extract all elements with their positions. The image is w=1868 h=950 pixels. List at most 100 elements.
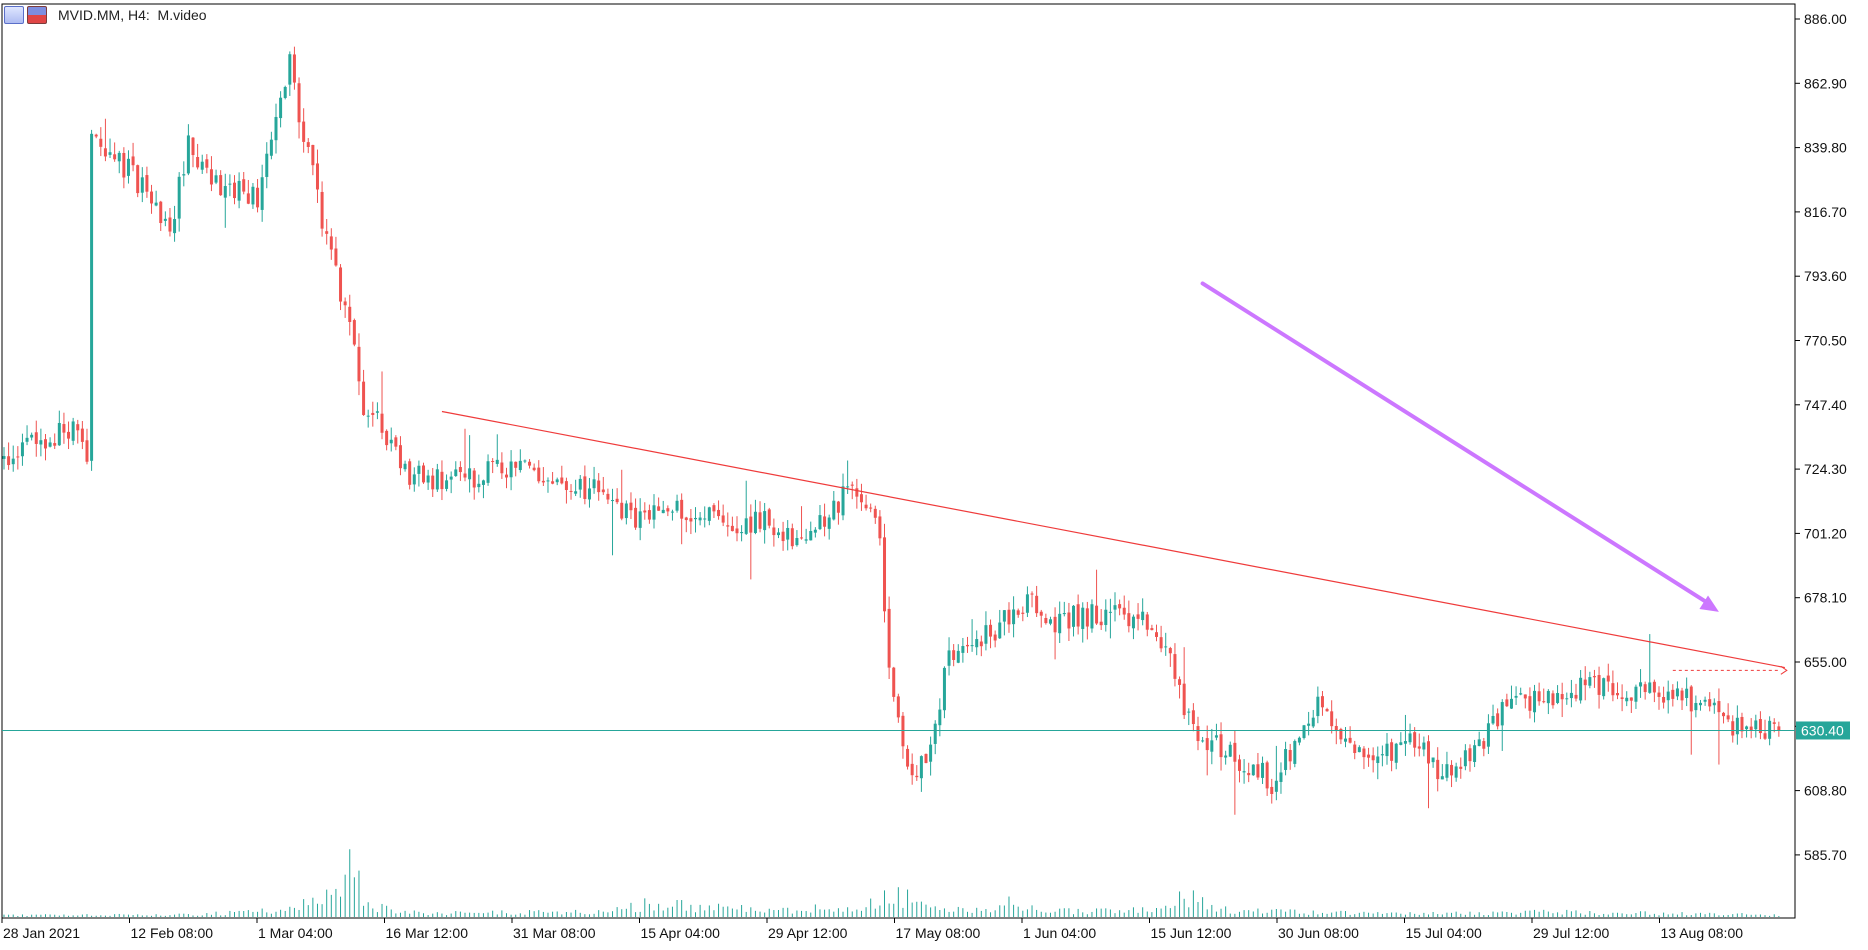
candle	[1155, 624, 1158, 642]
candle	[362, 369, 366, 416]
candle	[712, 503, 716, 519]
candle	[325, 219, 329, 245]
candle	[398, 436, 402, 476]
candle-body	[348, 306, 352, 322]
candle-body	[532, 467, 536, 471]
candle	[873, 505, 877, 524]
candle-body	[1256, 764, 1260, 778]
candle	[1095, 569, 1099, 625]
candle-body	[528, 461, 532, 466]
candle-body	[929, 744, 933, 762]
chart-window-icon[interactable]	[4, 6, 24, 24]
candle	[1021, 606, 1025, 622]
candle-body	[1717, 701, 1721, 713]
candle	[186, 124, 190, 176]
candle-body	[1210, 740, 1214, 752]
candle-body	[1214, 735, 1218, 738]
candle-body	[666, 508, 670, 512]
candle-body	[670, 511, 674, 513]
candle	[1164, 632, 1168, 656]
candle-body	[57, 422, 61, 446]
candle	[1233, 730, 1237, 815]
candle-body	[1685, 688, 1689, 698]
candle-body	[864, 504, 868, 509]
candle-body	[712, 505, 716, 512]
candle	[1145, 611, 1149, 637]
candle	[1348, 726, 1352, 744]
candle-body	[1745, 726, 1749, 730]
candle	[288, 51, 292, 96]
candle	[468, 435, 472, 493]
candle-body	[1450, 764, 1454, 776]
candle	[228, 174, 232, 197]
candle-body	[813, 529, 817, 533]
candle-body	[583, 476, 587, 499]
candle	[1431, 757, 1435, 768]
candle-body	[1763, 733, 1767, 739]
candle-body	[209, 169, 213, 185]
candle	[919, 755, 923, 792]
candle-body	[1408, 733, 1412, 743]
candle	[689, 509, 693, 535]
candle	[1104, 599, 1108, 632]
candle-body	[297, 83, 301, 123]
candle	[103, 118, 107, 162]
candle	[1648, 634, 1652, 694]
symbol-flag-icon[interactable]	[27, 6, 47, 24]
candle	[1597, 666, 1601, 709]
candle-body	[744, 518, 748, 534]
candle-body	[781, 531, 785, 542]
candle	[389, 427, 393, 452]
candle	[634, 498, 638, 530]
candle	[564, 477, 568, 504]
candle	[1731, 715, 1735, 743]
candle	[1353, 740, 1357, 760]
candle	[1265, 760, 1269, 796]
candle-body	[339, 267, 343, 302]
candle	[1671, 684, 1675, 707]
y-tick-label: 585.70	[1804, 847, 1847, 863]
candle	[790, 523, 794, 550]
candle	[551, 472, 555, 485]
candle-body	[140, 177, 144, 193]
candle	[984, 611, 988, 651]
candle	[767, 507, 771, 529]
candle-body	[366, 415, 370, 417]
candle	[800, 506, 804, 540]
candle-body	[30, 434, 34, 438]
candle	[1565, 692, 1569, 705]
candle-body	[1546, 690, 1550, 704]
candle	[721, 504, 725, 527]
candle-body	[1035, 595, 1039, 614]
candle	[1118, 599, 1122, 616]
candle-body	[836, 501, 840, 513]
candle-body	[1772, 722, 1776, 724]
candle	[961, 637, 965, 663]
candle	[1666, 680, 1670, 714]
candle-body	[486, 461, 490, 483]
candle-body	[1698, 702, 1702, 706]
candle-body	[292, 54, 296, 83]
candle-body	[1233, 742, 1237, 762]
candle	[16, 446, 20, 470]
candle-body	[1182, 683, 1186, 716]
candle	[1468, 744, 1472, 772]
candle-body	[306, 142, 310, 147]
candle	[1016, 608, 1020, 618]
candle-body	[1311, 717, 1315, 727]
candle-body	[223, 186, 227, 198]
candle-body	[1689, 686, 1693, 712]
candle-body	[800, 537, 804, 539]
candle	[30, 432, 34, 441]
candle-body	[500, 462, 504, 474]
candle	[1606, 663, 1610, 692]
candle	[896, 693, 900, 723]
candle	[1592, 669, 1596, 688]
candle-body	[205, 159, 209, 168]
candle	[182, 161, 186, 187]
candle-body	[523, 460, 527, 462]
candle-body	[1505, 699, 1509, 707]
candle	[1486, 714, 1490, 754]
x-tick-label: 15 Jun 12:00	[1151, 925, 1232, 941]
